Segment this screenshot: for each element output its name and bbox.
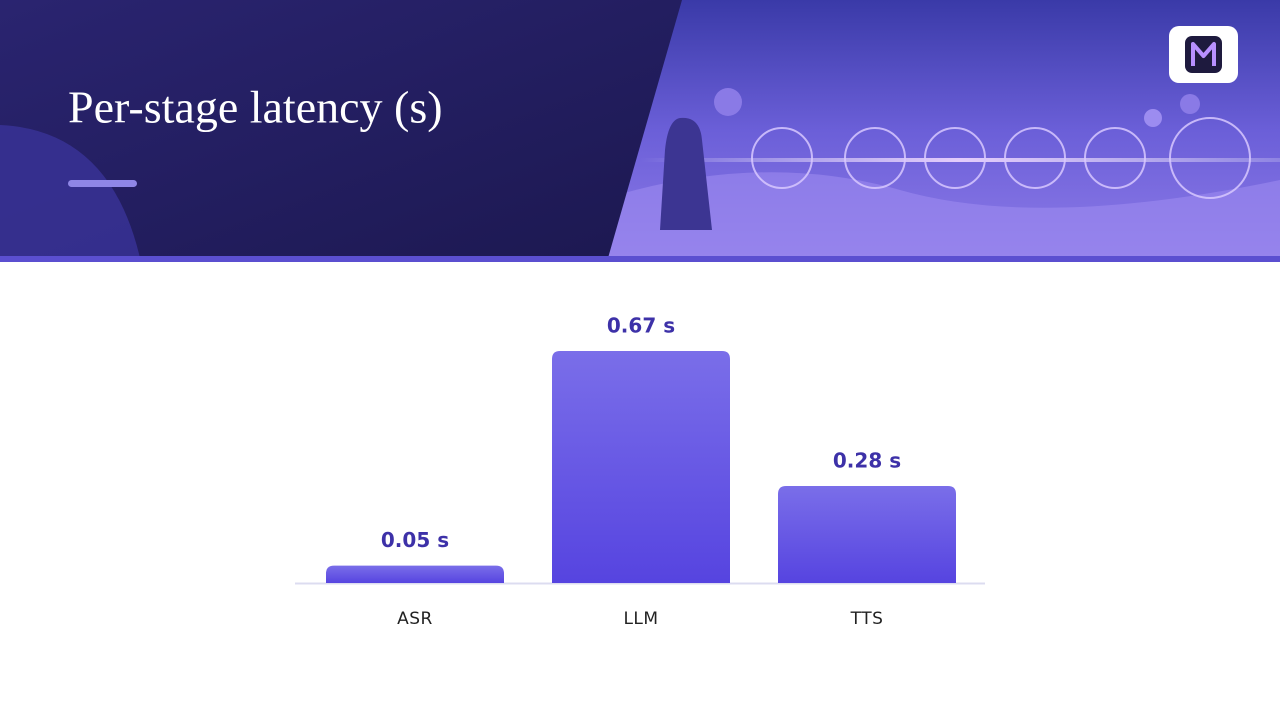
bar bbox=[552, 351, 730, 583]
x-tick-label: LLM bbox=[623, 609, 658, 629]
value-label: 0.05 s bbox=[381, 528, 449, 552]
accent-bar bbox=[68, 180, 137, 187]
bar bbox=[326, 565, 504, 583]
x-tick-label: TTS bbox=[850, 609, 884, 629]
figure bbox=[660, 117, 712, 230]
x-tick-label: ASR bbox=[397, 609, 433, 629]
value-label: 0.28 s bbox=[833, 449, 901, 473]
slide-title: Per-stage latency (s) bbox=[68, 82, 443, 133]
header-banner: Per-stage latency (s) bbox=[0, 0, 1280, 262]
value-label: 0.67 s bbox=[607, 314, 675, 338]
bar bbox=[778, 486, 956, 583]
logo bbox=[1169, 26, 1238, 83]
